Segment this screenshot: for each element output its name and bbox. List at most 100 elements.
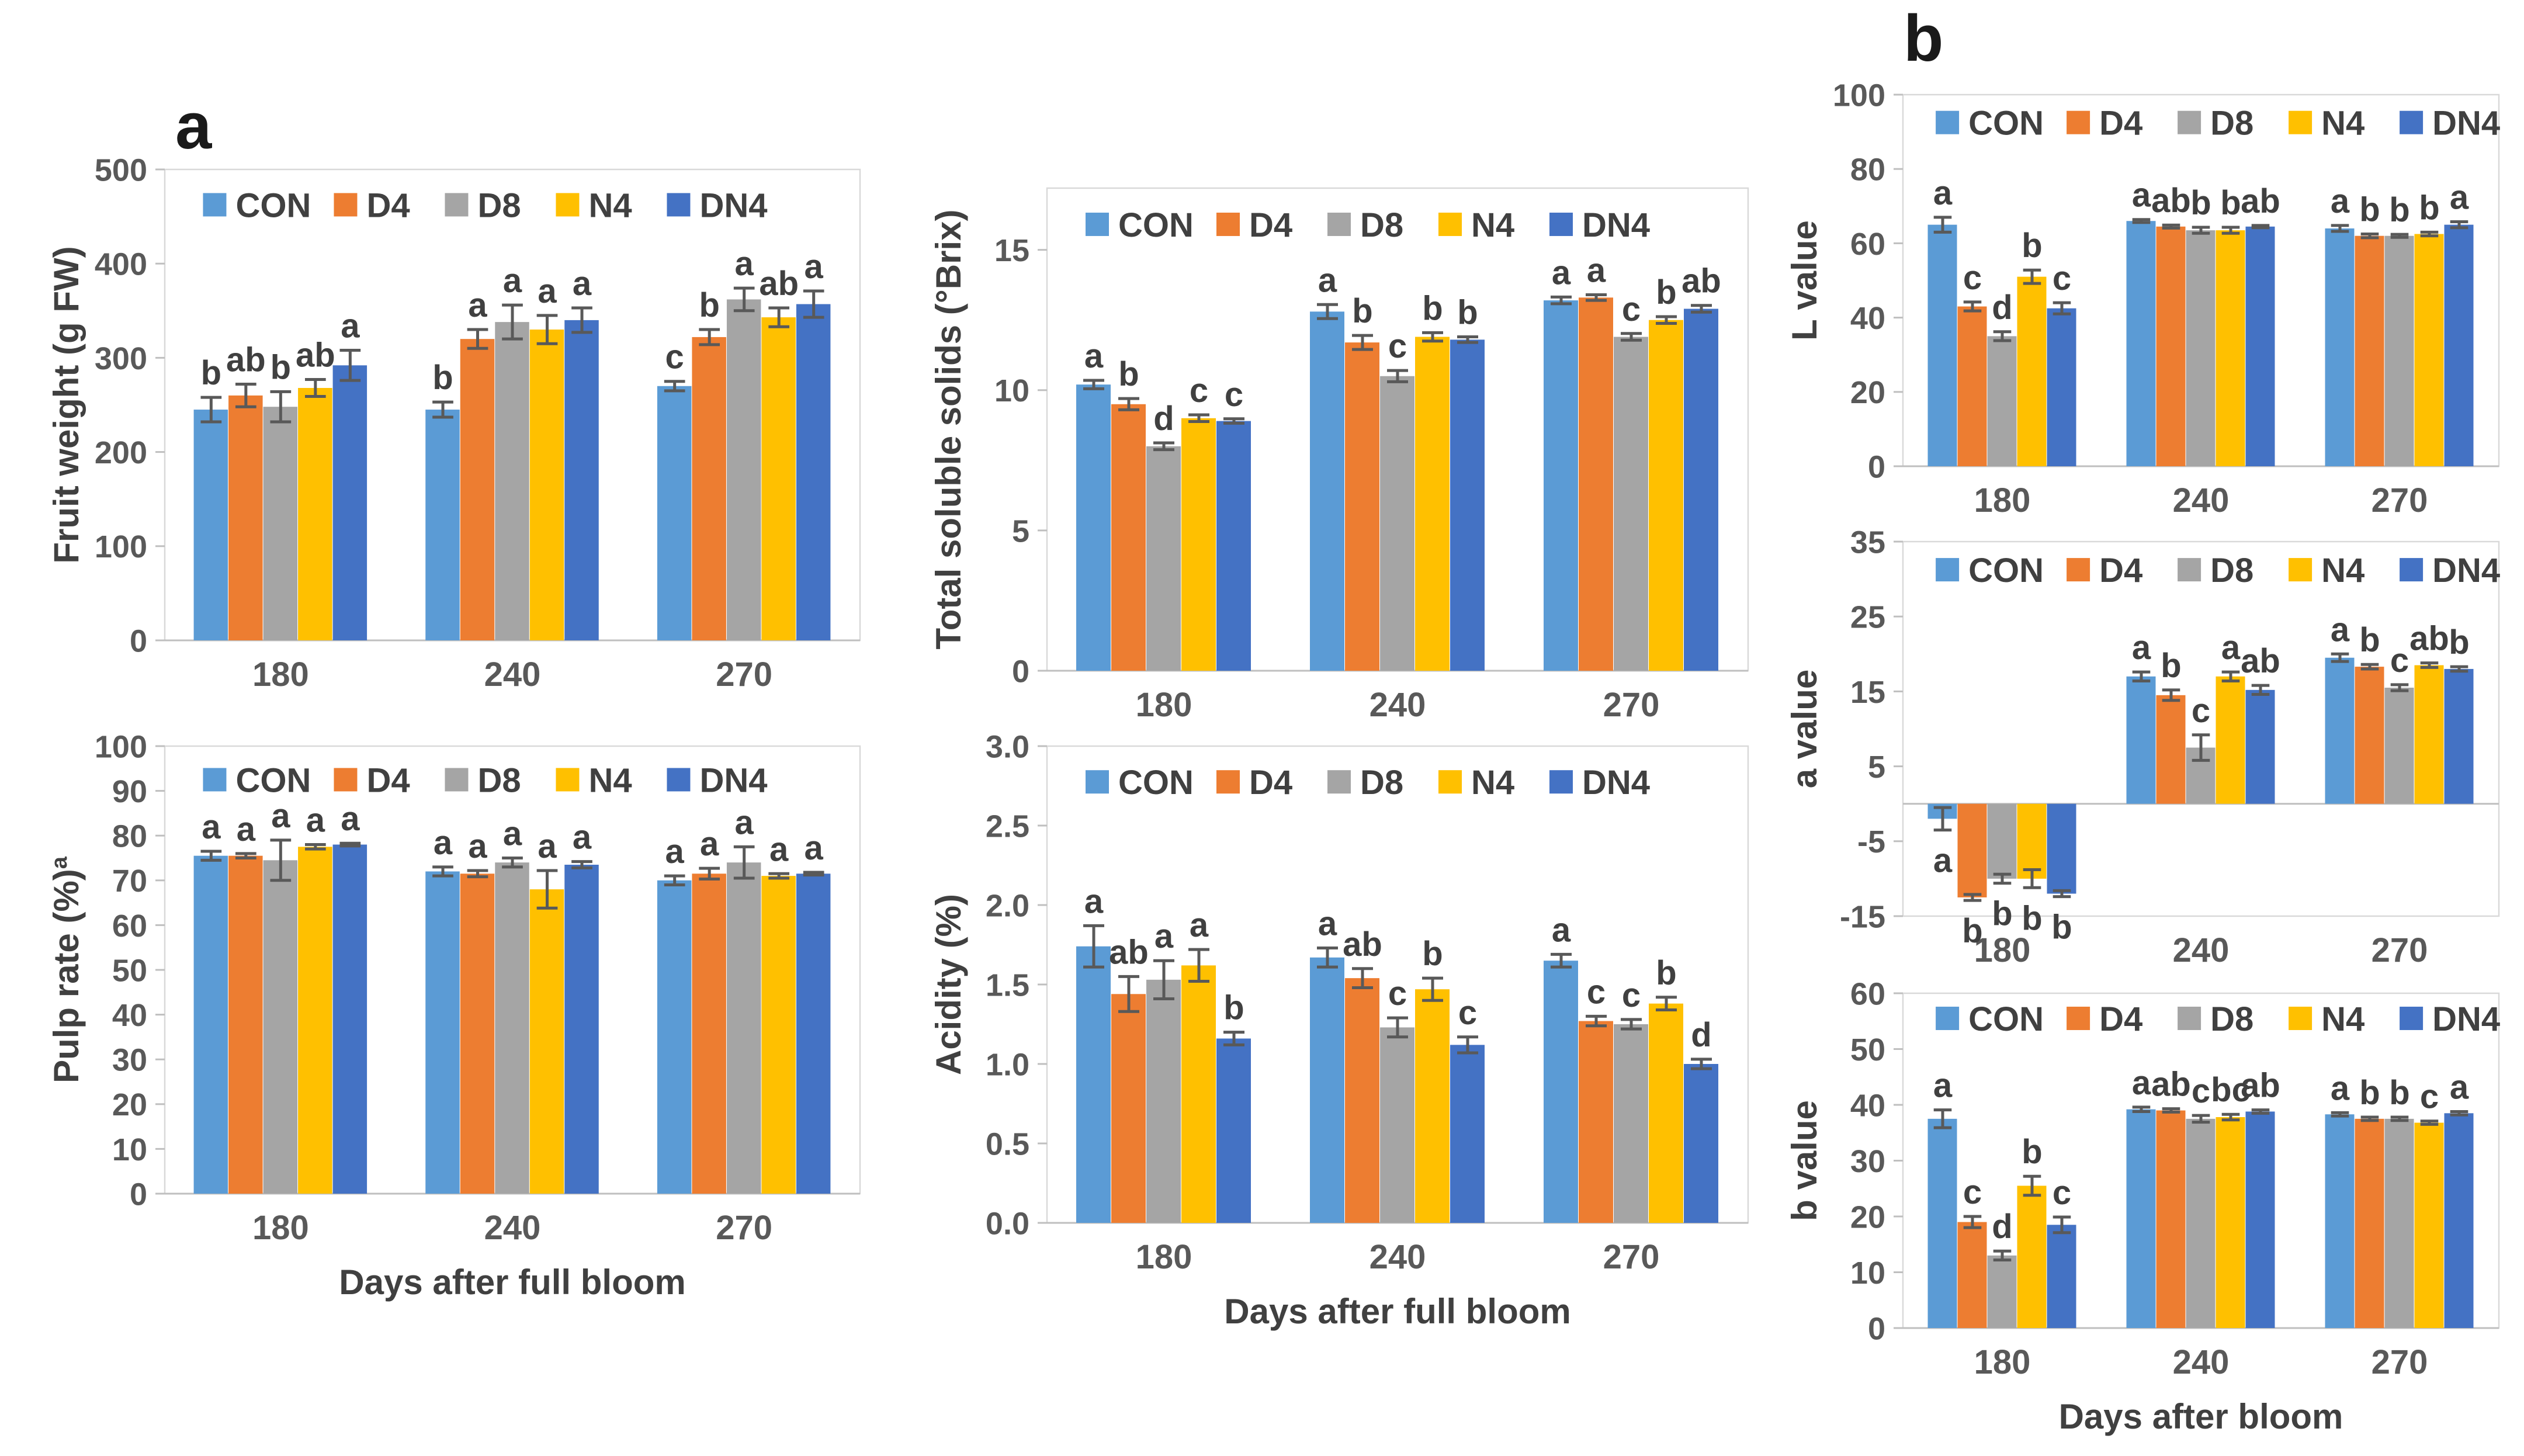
bar-N4-180 — [2017, 276, 2047, 466]
bar-CON-240 — [1310, 311, 1344, 671]
legend-label-N4: N4 — [1471, 764, 1514, 802]
sig-letter: a — [735, 803, 754, 841]
bar-D4-240 — [460, 339, 495, 640]
sig-letter: c — [1388, 327, 1407, 365]
y-tick-label: 100 — [95, 733, 147, 764]
y-tick-label: 10 — [994, 373, 1029, 408]
bar-D4-240 — [2156, 1110, 2186, 1328]
y-tick-label: 35 — [1850, 529, 1885, 560]
legend-label-D4: D4 — [2099, 105, 2142, 143]
bar-D8-270 — [2384, 235, 2414, 466]
bar-D8-240 — [1380, 376, 1414, 671]
plot-border — [1902, 540, 2500, 917]
sig-letter: a — [1587, 251, 1606, 289]
sig-letter: a — [468, 286, 487, 324]
x-tick-label: 240 — [2173, 1343, 2230, 1381]
bar-N4-240 — [2216, 676, 2245, 804]
bar-DN4-270 — [796, 873, 831, 1194]
bar-DN4-270 — [796, 304, 831, 640]
legend-label-N4: N4 — [588, 186, 632, 224]
legend-label-N4: N4 — [588, 761, 632, 799]
bar-CON-180 — [193, 855, 228, 1194]
bar-D8-240 — [1380, 1027, 1414, 1223]
sig-letter: b — [2220, 184, 2241, 222]
sig-letter: c — [1458, 994, 1477, 1032]
legend-label-D8: D8 — [477, 186, 521, 224]
bar-CON-240 — [425, 410, 460, 640]
legend-swatch-N4 — [2289, 558, 2312, 582]
legend-label-CON: CON — [1118, 764, 1194, 802]
x-tick-label: 270 — [2372, 931, 2428, 969]
legend-swatch-D8 — [2178, 558, 2201, 582]
sig-letter: a — [1318, 261, 1337, 299]
legend-swatch-N4 — [556, 768, 580, 792]
y-tick-label: 25 — [1850, 600, 1885, 635]
bar-D4-270 — [2355, 235, 2384, 466]
sig-letter: a — [1933, 842, 1953, 880]
bar-D4-180 — [1111, 994, 1146, 1223]
legend-label-DN4: DN4 — [1582, 764, 1650, 802]
legend-label-CON: CON — [1118, 206, 1194, 244]
bar-N4-180 — [298, 387, 332, 640]
bar-CON-240 — [425, 871, 460, 1194]
y-tick-label: 2.5 — [986, 809, 1029, 844]
legend-swatch-CON — [1936, 558, 1960, 582]
sig-letter: a — [2132, 176, 2151, 214]
x-tick-label: 240 — [1370, 1238, 1426, 1276]
legend-swatch-D4 — [2067, 110, 2090, 134]
bar-D8-180 — [1146, 979, 1181, 1223]
x-tick-label: 270 — [1603, 1238, 1660, 1276]
x-tick-label: 270 — [2372, 481, 2428, 519]
legend-swatch-D8 — [445, 193, 469, 217]
legend-swatch-D4 — [334, 768, 358, 792]
bar-DN4-270 — [2444, 1113, 2474, 1328]
x-tick-label: 180 — [252, 656, 309, 694]
sig-letter: a — [665, 833, 685, 871]
legend-label-D8: D8 — [477, 761, 521, 799]
sig-letter: a — [1552, 254, 1571, 292]
sig-letter: a — [735, 245, 754, 283]
sig-letter: b — [2051, 909, 2072, 947]
sig-letter: b — [1962, 912, 1982, 950]
sig-letter: a — [1084, 882, 1104, 920]
y-tick-label: 10 — [112, 1132, 147, 1167]
bar-D8-180 — [1987, 1255, 2017, 1328]
bar-D4-270 — [1579, 297, 1613, 671]
bar-DN4-180 — [1216, 421, 1251, 671]
chart-total-soluble-solids: 0 5 10 15 180 a b d c c 240 a b c b b 270 a a c b ab CON D4 D8 N4… — [923, 175, 1764, 730]
chart-fruit-weight: 0 100 200 300 400 500 180 b ab b ab a 240 b a a a a 270 c b a… — [41, 157, 876, 700]
sig-letter: b — [1656, 954, 1676, 992]
bar-D8-270 — [726, 862, 761, 1194]
y-tick-label: 30 — [112, 1043, 147, 1078]
sig-letter: ab — [2241, 642, 2280, 680]
bar-DN4-240 — [1450, 1045, 1485, 1223]
sig-letter: a — [434, 824, 453, 862]
sig-letter: b — [1656, 273, 1676, 311]
y-tick-label: 100 — [1833, 82, 1885, 113]
bar-CON-270 — [657, 386, 692, 640]
bar-DN4-270 — [2444, 224, 2474, 466]
sig-letter: ab — [2151, 182, 2191, 220]
bar-DN4-240 — [2245, 226, 2275, 466]
bar-D8-270 — [1614, 337, 1648, 671]
legend-swatch-D8 — [2178, 1006, 2201, 1030]
y-tick-label: 0 — [130, 623, 147, 658]
bar-D4-240 — [2156, 695, 2186, 804]
legend-label-DN4: DN4 — [2432, 552, 2500, 590]
sig-letter: b — [1457, 294, 1478, 332]
sig-letter: b — [2389, 1074, 2409, 1112]
bar-D4-180 — [1111, 404, 1146, 671]
y-tick-label: 15 — [1850, 675, 1885, 710]
bar-CON-270 — [1544, 300, 1578, 671]
sig-letter: c — [1622, 976, 1641, 1014]
sig-letter: c — [1388, 975, 1407, 1013]
bar-DN4-180 — [2047, 803, 2076, 894]
legend-swatch-D8 — [2178, 110, 2201, 134]
bar-CON-180 — [1076, 384, 1111, 671]
legend-label-D8: D8 — [1360, 764, 1403, 802]
bar-N4-180 — [2017, 1185, 2047, 1328]
chart-l-value: 0 20 40 60 80 100 180 a c d b c 240 a ab b b ab 270 a b b b a CO… — [1779, 82, 2515, 526]
legend-label-DN4: DN4 — [2432, 1000, 2500, 1038]
legend-swatch-CON — [203, 193, 227, 217]
